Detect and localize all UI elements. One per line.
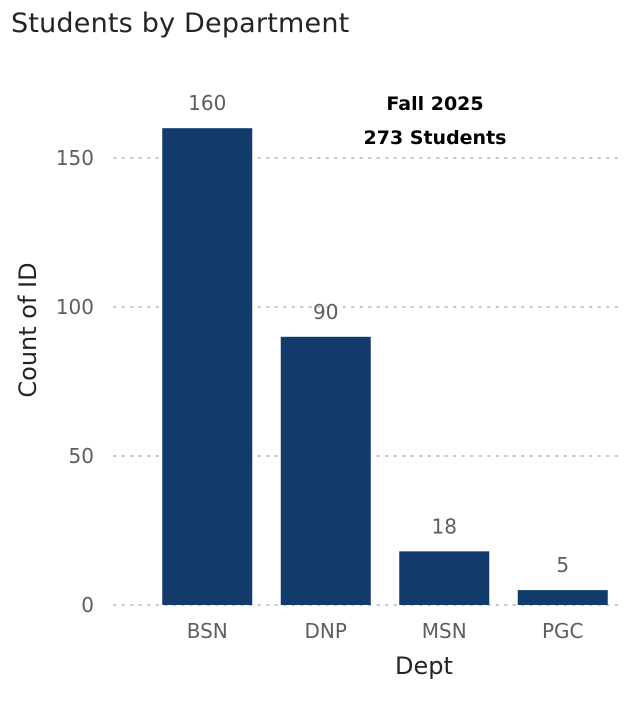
- data-labels: 160 90 18 5: [188, 91, 569, 577]
- annotation-total: 273 Students: [364, 127, 507, 149]
- y-tick-50: 50: [69, 444, 94, 468]
- x-tick-dnp: DNP: [305, 619, 347, 643]
- x-tick-pgc: PGC: [542, 619, 584, 643]
- x-tick-msn: MSN: [422, 619, 467, 643]
- y-tick-0: 0: [81, 593, 94, 617]
- bar-bsn: [162, 128, 253, 605]
- data-label-dnp: 90: [313, 300, 338, 324]
- y-tick-100: 100: [56, 295, 94, 319]
- bars: [162, 128, 608, 605]
- x-axis-ticks: BSN DNP MSN PGC: [187, 619, 584, 643]
- x-axis-title: Dept: [395, 652, 453, 680]
- data-label-bsn: 160: [188, 91, 226, 115]
- chart-title: Students by Department: [11, 8, 350, 39]
- y-axis-ticks: 0 50 100 150: [56, 146, 94, 617]
- y-axis-title: Count of ID: [14, 262, 42, 397]
- bar-msn: [399, 551, 490, 605]
- bar-pgc: [517, 590, 608, 605]
- data-label-pgc: 5: [556, 553, 569, 577]
- chart-annotation: Fall 2025 273 Students: [364, 93, 507, 149]
- bar-dnp: [280, 336, 371, 605]
- annotation-term: Fall 2025: [386, 93, 483, 115]
- y-tick-150: 150: [56, 146, 94, 170]
- x-tick-bsn: BSN: [187, 619, 228, 643]
- data-label-msn: 18: [432, 514, 457, 538]
